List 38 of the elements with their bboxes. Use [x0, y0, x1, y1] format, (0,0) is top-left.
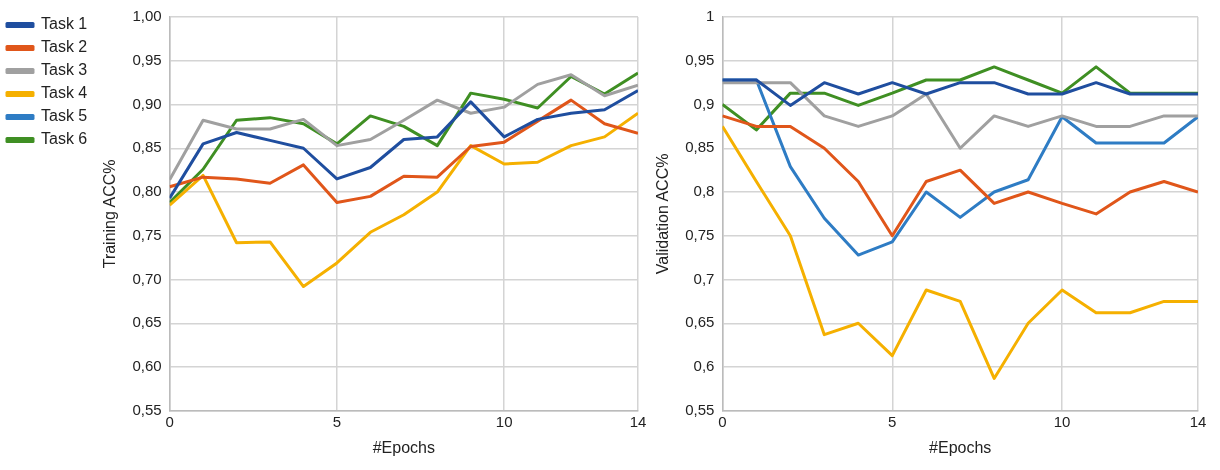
y-tick-label: 1,00: [132, 7, 162, 25]
y-tick-label: 0,65: [685, 313, 715, 331]
y-tick-label: 0,95: [685, 50, 715, 68]
legend-label: Task 4: [41, 84, 88, 102]
y-tick-label: 0,75: [685, 225, 715, 243]
x-tick-label: 5: [332, 412, 342, 430]
x-tick-label: 0: [718, 412, 727, 430]
y-tick-label: 0,55: [685, 400, 715, 418]
y-axis-title: Validation ACC%: [654, 153, 672, 275]
y-tick-label: 0,8: [693, 182, 715, 200]
legend-label: Task 5: [41, 107, 88, 125]
legend-label: Task 3: [41, 61, 88, 79]
y-tick-label: 0,80: [132, 182, 162, 200]
y-tick-label: 0,95: [132, 50, 162, 68]
y-tick-label: 0,6: [693, 357, 715, 375]
legend-label: Task 1: [41, 15, 88, 33]
y-tick-label: 0,75: [132, 225, 162, 243]
x-tick-label: 5: [888, 412, 897, 430]
legend-label: Task 2: [41, 38, 88, 56]
x-axis-title: #Epochs: [929, 438, 992, 456]
y-axis-title: Training ACC%: [101, 159, 119, 269]
y-tick-label: 0,55: [132, 400, 162, 418]
x-tick-label: 14: [1189, 412, 1207, 430]
y-tick-label: 0,9: [693, 94, 715, 112]
x-tick-label: 10: [495, 412, 513, 430]
y-tick-label: 0,65: [132, 313, 162, 331]
legend-label: Task 6: [41, 130, 88, 148]
y-tick-label: 0,60: [132, 357, 162, 375]
y-tick-label: 1: [706, 7, 715, 25]
x-tick-label: 0: [165, 412, 174, 430]
x-tick-label: 10: [1053, 412, 1071, 430]
y-tick-label: 0,7: [693, 269, 715, 287]
x-axis-title: #Epochs: [372, 438, 435, 456]
y-tick-label: 0,85: [132, 138, 162, 156]
y-tick-label: 0,70: [132, 269, 162, 287]
y-tick-label: 0,90: [132, 94, 162, 112]
y-tick-label: 0,85: [685, 138, 715, 156]
x-tick-label: 14: [629, 412, 647, 430]
